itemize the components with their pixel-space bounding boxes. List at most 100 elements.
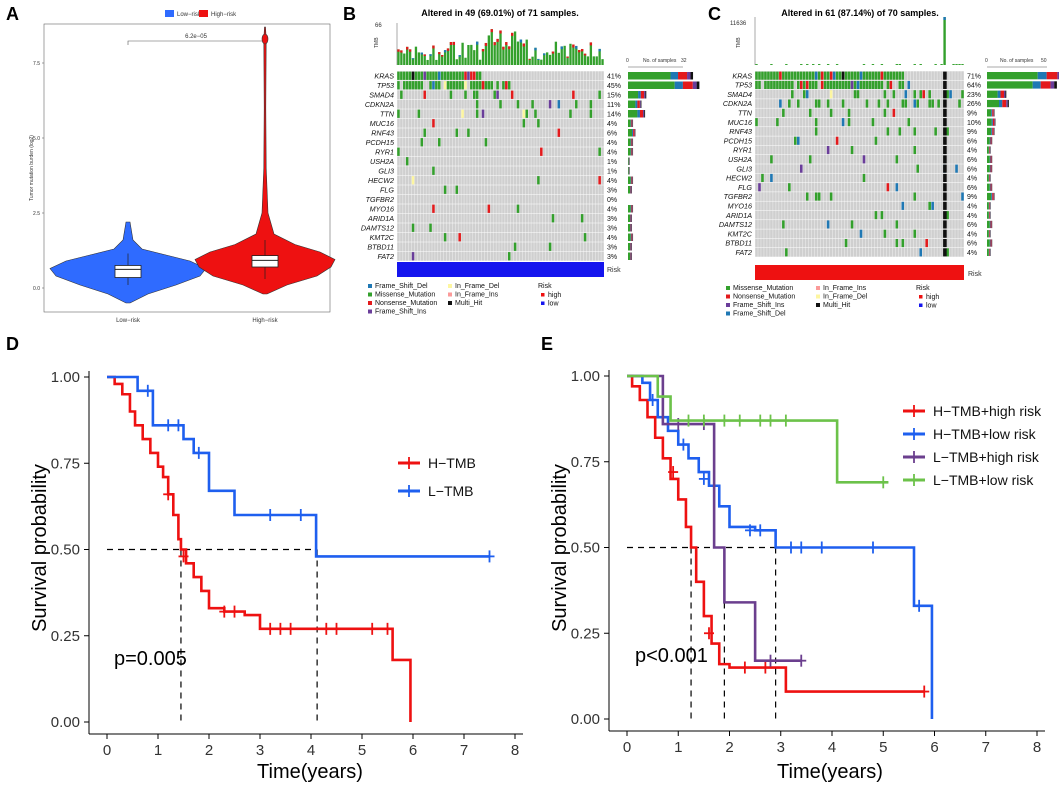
gene-label: SMAD4 bbox=[727, 90, 752, 99]
mutation-cell bbox=[838, 80, 842, 89]
tmb-bar-cap bbox=[493, 42, 496, 46]
side-bar-segment bbox=[630, 176, 632, 184]
mutation-cell bbox=[880, 80, 884, 89]
mutation-cell bbox=[826, 71, 830, 80]
km-series bbox=[107, 375, 412, 722]
oncoplot-row-muc16 bbox=[755, 118, 947, 127]
mutation-cell bbox=[405, 81, 409, 90]
mutation-cell bbox=[853, 90, 857, 99]
tmb-bar bbox=[952, 64, 955, 65]
mutation-cell bbox=[901, 99, 905, 108]
mutation-cell bbox=[895, 155, 899, 164]
mutation-cell bbox=[411, 176, 415, 185]
mutation-cell bbox=[847, 118, 851, 127]
mutation-cell bbox=[892, 90, 896, 99]
tmb-bar-cap bbox=[598, 48, 601, 52]
tmb-bar bbox=[862, 64, 866, 65]
km-x-tick-label: 0 bbox=[623, 739, 631, 756]
legend-mutation-label: Missense_Mutation bbox=[375, 292, 435, 299]
side-bar-segment bbox=[987, 155, 990, 163]
mutation-cell bbox=[484, 81, 488, 90]
mutation-cell bbox=[475, 100, 479, 109]
side-bar-segment bbox=[990, 239, 992, 247]
legend-swatch-low-risk bbox=[165, 10, 174, 17]
mutation-cell bbox=[895, 183, 899, 192]
tmb-bar bbox=[898, 64, 901, 65]
oncoplot-row-smad4 bbox=[400, 90, 601, 99]
mutation-cell bbox=[856, 80, 860, 89]
mutation-cell bbox=[943, 201, 947, 210]
oncoplot-row-arid1a bbox=[551, 214, 584, 223]
side-bar-segment bbox=[630, 243, 632, 251]
tmb-bar-cap bbox=[443, 50, 447, 53]
panel-label-c: C bbox=[708, 4, 721, 24]
mutation-cell bbox=[473, 71, 476, 80]
oncoplot-row-damts12 bbox=[782, 220, 947, 229]
gene-label: FAT2 bbox=[735, 248, 752, 257]
gene-percent: 71% bbox=[967, 73, 981, 80]
mutation-cell bbox=[874, 80, 878, 89]
km-y-tick-label: 0.00 bbox=[51, 714, 80, 731]
tmb-bar bbox=[560, 46, 563, 65]
side-bar-segment bbox=[630, 252, 632, 260]
mutation-cell bbox=[838, 71, 842, 80]
mutation-cell bbox=[817, 99, 821, 108]
mutation-cell bbox=[572, 90, 575, 99]
km-y-tick-label: 0.25 bbox=[51, 628, 80, 645]
tmb-bar-cap bbox=[397, 49, 400, 52]
km-x-tick-label: 3 bbox=[256, 742, 264, 759]
tmb-bar bbox=[934, 64, 937, 65]
side-bar-segment bbox=[631, 138, 633, 146]
side-bar-segment bbox=[690, 72, 694, 80]
oncoplot-row-myo16 bbox=[432, 204, 520, 213]
gene-percent: 23% bbox=[967, 92, 981, 99]
mutation-cell bbox=[805, 71, 809, 80]
mutation-cell bbox=[782, 71, 785, 80]
gene-percent: 4% bbox=[607, 235, 617, 242]
side-bar-segment bbox=[634, 129, 635, 137]
km-x-tick-label: 3 bbox=[777, 739, 785, 756]
mutation-cell bbox=[931, 99, 934, 108]
oncoplot-row-gli3 bbox=[799, 164, 958, 173]
side-bar-segment bbox=[628, 119, 631, 127]
side-bar-segment bbox=[644, 110, 646, 118]
gene-percent: 3% bbox=[607, 244, 617, 251]
oncoplot-b-legend: Frame_Shift_Del Missense_MutationNonsense… bbox=[368, 283, 561, 316]
mutation-cell bbox=[799, 164, 803, 173]
mutation-cell bbox=[856, 71, 860, 80]
mutation-cell bbox=[443, 71, 447, 80]
mutation-cell bbox=[937, 99, 940, 108]
box-iqr bbox=[114, 265, 142, 278]
gene-label: RYR1 bbox=[733, 146, 752, 155]
tmb-bar-cap bbox=[499, 30, 502, 34]
side-bar-segment bbox=[644, 91, 646, 99]
mutation-cell bbox=[829, 90, 833, 99]
mutation-cell bbox=[510, 90, 514, 99]
km-d-curves bbox=[107, 375, 495, 722]
mutation-cell bbox=[426, 71, 429, 80]
side-bar-segment bbox=[1004, 90, 1006, 98]
gene-percent: 4% bbox=[967, 213, 977, 220]
mutation-cell bbox=[794, 136, 797, 145]
tmb-bar bbox=[943, 17, 946, 65]
tmb-bar bbox=[580, 48, 584, 65]
oncoplot-b-percents: 41% 45% 15% 11% 14% 4% 6% 4% 4% 1% 1% 4% 3% 0% 4% 3% 3% 4… bbox=[607, 73, 621, 261]
gene-percent: 4% bbox=[967, 231, 977, 238]
mutation-cell bbox=[943, 90, 947, 99]
oncoplot-b-side-bars bbox=[628, 66, 700, 260]
mutation-cell bbox=[770, 173, 773, 182]
side-bar-segment bbox=[628, 252, 631, 260]
mutation-cell bbox=[770, 155, 773, 164]
km-y-tick-label: 0.50 bbox=[51, 542, 80, 559]
mutation-cell bbox=[403, 81, 406, 90]
tmb-bar-cap bbox=[490, 29, 493, 33]
tmb-bar bbox=[449, 42, 453, 65]
km-x-tick-label: 8 bbox=[511, 742, 519, 759]
mutation-cell bbox=[417, 71, 421, 80]
mutation-cell bbox=[883, 71, 887, 80]
legend-risk-label: high bbox=[548, 292, 561, 299]
side-bar-segment bbox=[637, 100, 640, 108]
mutation-cell bbox=[455, 185, 459, 194]
mutation-cell bbox=[799, 80, 803, 89]
mutation-cell bbox=[913, 99, 917, 108]
